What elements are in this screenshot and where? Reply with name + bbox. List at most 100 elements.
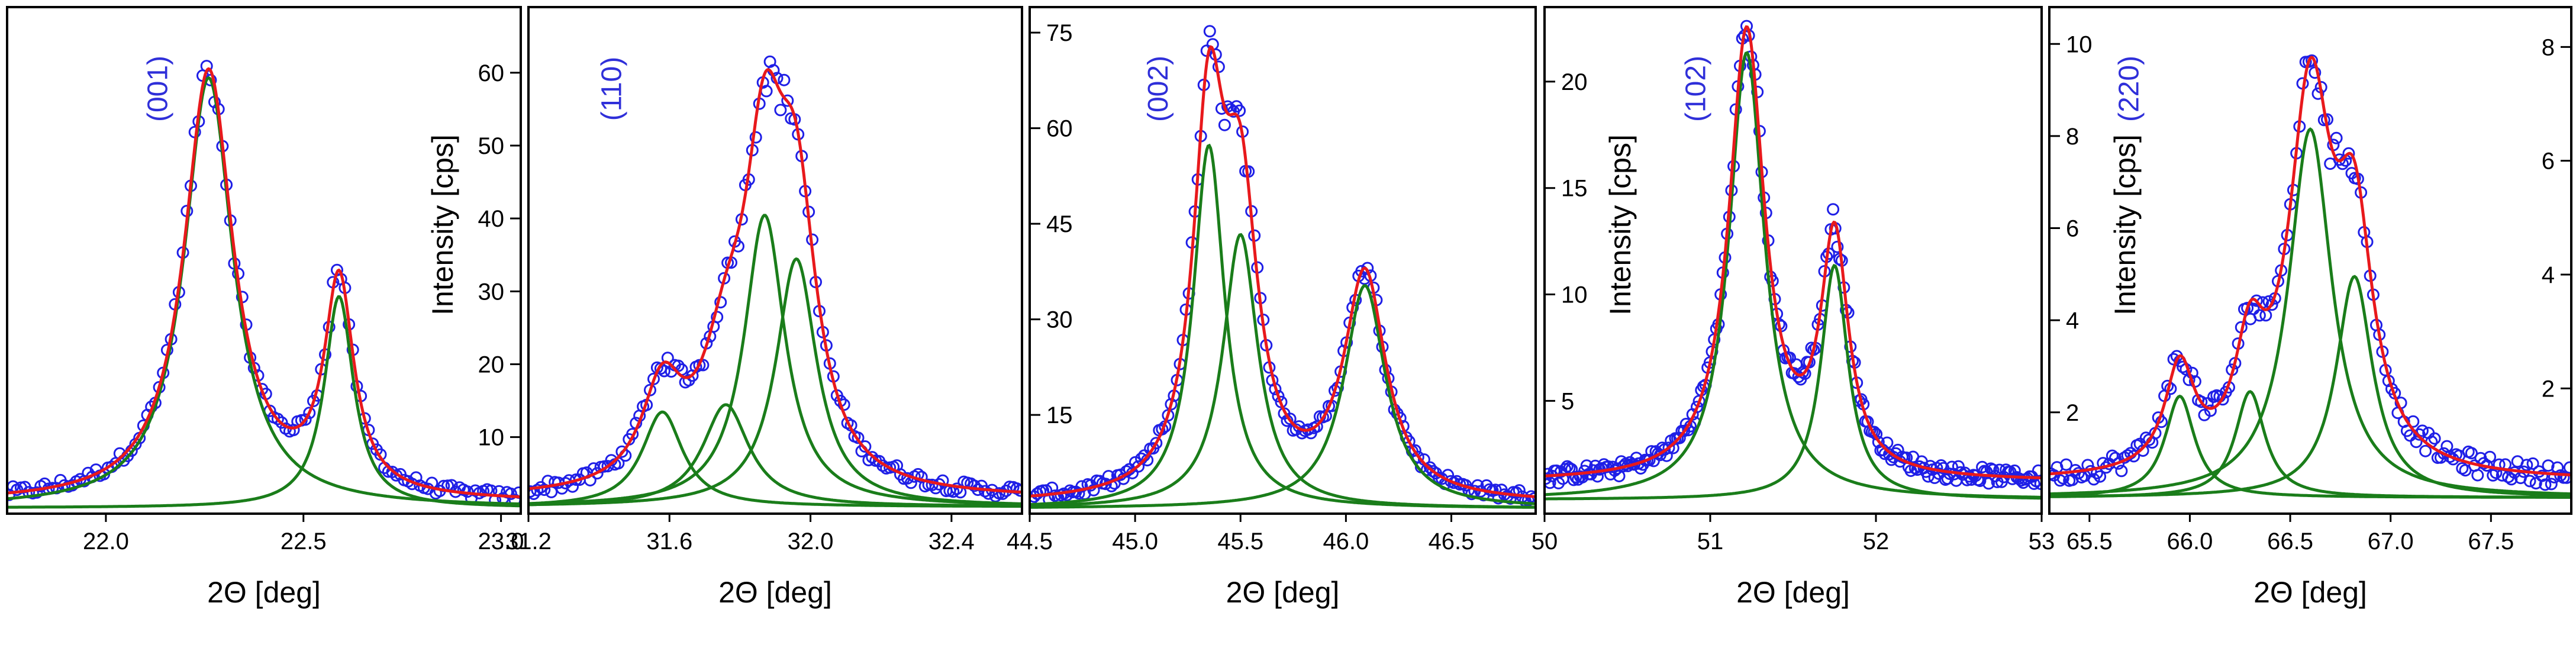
data-point — [2523, 475, 2536, 488]
fit-curve — [7, 67, 521, 499]
component-curve-1 — [2049, 394, 2571, 499]
data-point — [2410, 436, 2423, 449]
data-point — [1803, 356, 1816, 369]
data-point — [1613, 470, 1626, 482]
data-point — [2127, 450, 2140, 463]
data-point — [1150, 437, 1163, 450]
panel-frame — [1543, 6, 2043, 515]
component-curve-2 — [1545, 263, 2042, 501]
data-point — [2143, 433, 2156, 446]
x-tick-label: 53 — [2029, 528, 2055, 554]
data-point — [2094, 470, 2107, 483]
data-point — [1075, 480, 1088, 493]
data-point — [531, 483, 544, 497]
x-axis-label: 2Θ [deg] — [1736, 576, 1850, 609]
component-curve-3 — [2049, 127, 2571, 496]
data-point — [2060, 458, 2072, 471]
data-point — [2265, 298, 2278, 311]
x-tick-label: 45.0 — [1112, 528, 1158, 554]
data-point — [866, 451, 879, 464]
data-point — [1691, 401, 1703, 414]
panel-2: 31.2 31.6 32.0 32.4 2Θ [deg] (110) — [505, 6, 1023, 609]
component-curve-4 — [528, 257, 1022, 507]
data-point — [30, 486, 43, 499]
component-curve-2 — [7, 295, 521, 509]
data-point — [1072, 487, 1085, 500]
data-point — [2342, 147, 2355, 160]
x-tick-label: 22.5 — [281, 528, 327, 554]
data-point — [1132, 460, 1145, 473]
secondary-tick-label: 8 — [2542, 34, 2555, 60]
data-point — [303, 407, 316, 420]
data-point — [2115, 465, 2128, 478]
peak-label: (110) — [596, 57, 627, 121]
data-point — [2404, 429, 2417, 442]
peak-label: (220) — [2114, 56, 2145, 122]
data-point — [2438, 447, 2451, 460]
data-point — [2465, 447, 2478, 460]
data-point — [1861, 415, 1874, 428]
left-tick-label: 8 — [2066, 124, 2079, 150]
x-tick-label: 50 — [1532, 528, 1558, 554]
left-tick-label: 2 — [2066, 400, 2079, 426]
data-point — [2198, 408, 2211, 421]
data-point — [2306, 54, 2319, 67]
left-tick-label: 15 — [1561, 176, 1588, 202]
y-axis-label: Intensity [cps] — [1604, 134, 1637, 315]
data-point — [2542, 459, 2555, 472]
data-point — [1982, 477, 1995, 490]
peak-label: (002) — [1143, 56, 1174, 122]
data-point — [2419, 444, 2432, 457]
panel-frame — [6, 6, 522, 515]
data-point — [2053, 474, 2066, 487]
x-axis-label: 2Θ [deg] — [2253, 576, 2367, 609]
x-tick-label: 46.0 — [1323, 528, 1369, 554]
data-point — [2416, 424, 2429, 437]
x-tick-label: 66.0 — [2167, 528, 2213, 554]
data-point — [2428, 432, 2441, 445]
data-point — [2311, 87, 2324, 100]
panel-3: 44.5 45.0 45.5 46.0 46.5 2Θ [deg] (002) 15 30 45 6… — [1007, 6, 1537, 609]
fit-curve — [528, 68, 1022, 494]
x-tick-label: 67.0 — [2368, 528, 2414, 554]
data-point — [926, 478, 939, 491]
x-tick-label: 46.5 — [1429, 528, 1475, 554]
data-point — [693, 359, 706, 372]
x-tick-label: 31.2 — [505, 528, 552, 554]
data-point — [2539, 478, 2552, 491]
secondary-axis: 2 4 6 8 — [2542, 34, 2571, 402]
data-point — [950, 482, 963, 495]
data-point — [774, 104, 787, 117]
peak-label: (001) — [143, 56, 174, 122]
data-point — [2136, 444, 2149, 457]
data-point — [1569, 470, 1582, 483]
data-point — [1827, 203, 1840, 216]
data-point — [2505, 473, 2518, 486]
data-point — [2032, 464, 2042, 477]
peak-label: (102) — [1681, 56, 1712, 122]
data-point — [781, 94, 794, 107]
x-axis-label: 2Θ [deg] — [207, 576, 321, 609]
fit-curve — [2049, 56, 2571, 477]
left-tick-label: 6 — [2066, 216, 2079, 242]
secondary-tick-label: 6 — [2542, 149, 2555, 175]
data-point — [1662, 441, 1675, 454]
y-axis-label: Intensity [cps] — [2108, 134, 2142, 315]
panel-frame — [1029, 6, 1537, 515]
data-point — [2087, 473, 2100, 486]
plot-area — [2049, 54, 2571, 499]
panel-4: 50 51 52 53 2Θ [deg] (102) 5 10 15 20 Intensity [c… — [1532, 6, 2055, 609]
data-point — [271, 412, 284, 425]
left-tick-label: 45 — [1046, 211, 1073, 237]
panel-1: 22.0 22.5 23.0 2Θ [deg] (001) 10 20 30 40 50 60 Int… — [6, 6, 524, 609]
data-point — [2106, 449, 2119, 462]
data-point — [968, 479, 981, 492]
left-tick-label: 20 — [1561, 69, 1588, 95]
panel-5: 65.5 66.0 66.5 67.0 67.5 2Θ [deg] (220) 2 4 6 8 10 I… — [2048, 6, 2572, 609]
left-tick-label: 10 — [1561, 282, 1588, 308]
data-point — [778, 73, 791, 86]
x-tick-label: 45.5 — [1217, 528, 1263, 554]
x-tick-label: 22.0 — [83, 528, 129, 554]
left-tick-label: 60 — [1046, 116, 1073, 142]
